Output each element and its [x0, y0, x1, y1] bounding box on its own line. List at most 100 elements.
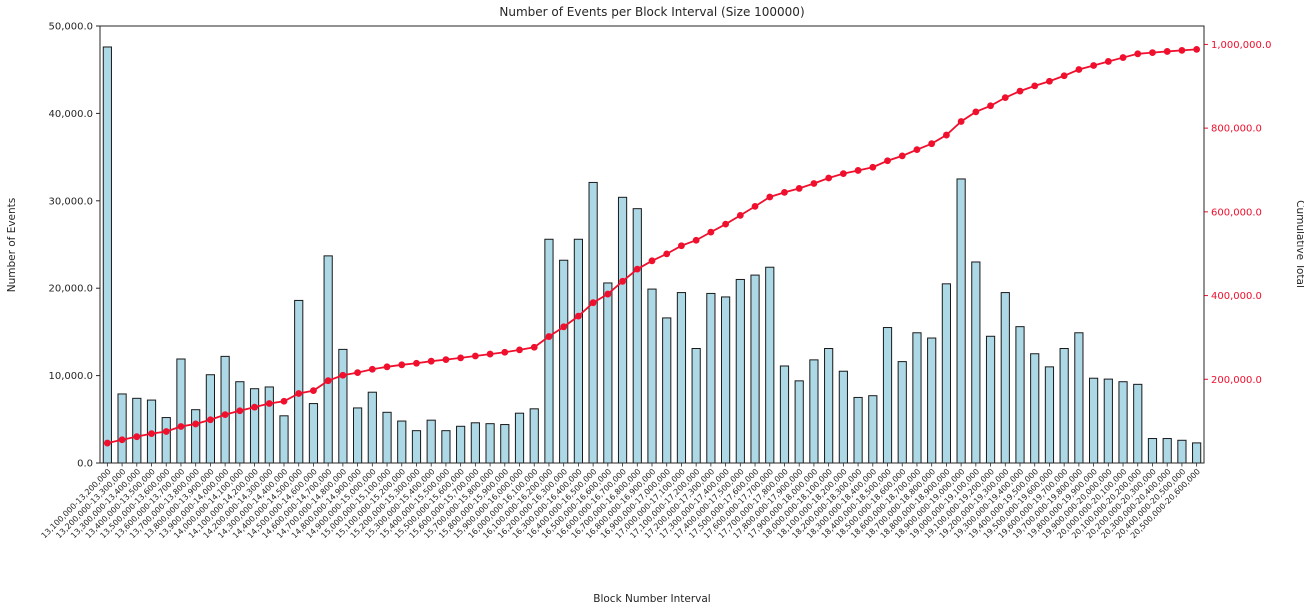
event-count-bar	[691, 348, 701, 464]
event-count-bar	[632, 208, 642, 464]
event-count-bar	[382, 411, 392, 464]
cumulative-point	[471, 352, 479, 360]
plot-area: 0.0 10,000.0 20,000.0 30,000.0 40,000.0 50,00…	[40, 22, 1272, 541]
event-count-bar	[676, 292, 687, 464]
y-right-tick-label: 600,000.0	[1211, 207, 1262, 218]
event-count-bar	[529, 408, 539, 464]
event-count-bar	[927, 337, 937, 464]
cumulative-point	[1134, 50, 1142, 58]
event-count-bar	[117, 393, 127, 464]
cumulative-point	[383, 363, 391, 371]
cumulative-point	[1104, 58, 1112, 65]
cumulative-point	[1178, 46, 1186, 54]
cumulative-point	[516, 346, 523, 354]
cumulative-point	[604, 290, 612, 298]
event-count-bar	[1015, 326, 1025, 464]
y-left-tick-label: 0.0	[77, 459, 93, 470]
cumulative-point	[560, 323, 568, 331]
cumulative-point	[545, 333, 553, 340]
event-count-bar	[559, 259, 569, 464]
axes-frame	[99, 25, 1205, 464]
cumulative-point	[707, 228, 715, 236]
event-count-bar	[294, 299, 304, 464]
cumulative-point	[486, 350, 494, 358]
y-right-tick-label: 400,000.0	[1211, 291, 1262, 302]
cumulative-point	[457, 354, 465, 362]
event-count-bar	[882, 327, 893, 464]
event-count-bar	[249, 388, 260, 464]
event-count-bar	[573, 238, 583, 464]
event-count-bar	[441, 430, 451, 464]
cumulative-point	[251, 403, 258, 411]
cumulative-point	[648, 257, 656, 265]
event-count-bar	[809, 359, 819, 464]
cumulative-point	[265, 400, 273, 407]
cumulative-point	[177, 423, 185, 430]
cumulative-point	[339, 371, 347, 379]
cumulative-point	[692, 236, 700, 244]
cumulative-point	[913, 146, 921, 154]
cumulative-point	[1119, 54, 1127, 61]
cumulative-point	[736, 211, 744, 219]
y-axis-label-right: Cumulative Total	[1294, 200, 1304, 288]
event-count-bar	[397, 420, 407, 464]
y-left-tick-label: 30,000.0	[48, 196, 93, 207]
cumulative-point	[1193, 45, 1201, 53]
cumulative-point	[825, 174, 833, 182]
cumulative-point	[103, 439, 111, 447]
cumulative-point	[633, 265, 641, 273]
cumulative-point	[368, 365, 376, 373]
cumulative-point	[1163, 48, 1171, 55]
event-count-bar	[1133, 383, 1143, 464]
event-count-bar	[1118, 381, 1128, 464]
event-count-bar	[838, 370, 848, 464]
cumulative-point	[427, 357, 435, 365]
cumulative-point	[236, 407, 244, 415]
cumulative-point	[133, 433, 141, 441]
cumulative-point	[1016, 87, 1024, 95]
cumulative-point	[943, 131, 950, 139]
event-count-bar	[1030, 353, 1040, 464]
cumulative-point	[1046, 77, 1053, 85]
event-count-bar	[132, 397, 142, 464]
event-count-bar	[191, 409, 201, 464]
event-count-bar	[308, 403, 319, 464]
cumulative-point	[354, 369, 361, 377]
cumulative-point	[663, 250, 671, 258]
event-count-bar	[1192, 442, 1202, 464]
cumulative-point	[987, 102, 994, 110]
y-right-tick-label: 800,000.0	[1211, 124, 1262, 135]
event-count-bar	[853, 396, 863, 464]
event-count-bar	[912, 332, 922, 464]
cumulative-point	[972, 108, 980, 116]
event-count-bar	[470, 422, 480, 464]
cumulative-point	[192, 420, 200, 428]
cumulative-point	[207, 416, 214, 424]
event-count-bar	[500, 424, 510, 464]
cumulative-point	[751, 202, 759, 210]
event-count-bar	[588, 181, 598, 464]
event-count-bar	[1044, 366, 1055, 464]
cumulative-point	[854, 167, 862, 174]
event-count-bar	[279, 415, 289, 464]
cumulative-point	[839, 170, 847, 177]
event-count-bar	[794, 380, 804, 464]
event-count-bar	[367, 391, 377, 464]
y-left-tick-label: 50,000.0	[48, 22, 93, 33]
chart-title: Number of Events per Block Interval (Siz…	[499, 5, 804, 19]
cumulative-point	[442, 356, 450, 364]
event-count-bar	[1177, 439, 1187, 464]
cumulative-point	[1090, 62, 1097, 69]
cumulative-point	[810, 180, 818, 187]
event-count-bar	[765, 266, 775, 464]
event-count-bar	[824, 348, 834, 464]
event-count-bar	[411, 430, 422, 464]
cumulative-point	[678, 242, 685, 250]
event-count-bar	[514, 412, 525, 464]
cumulative-point	[884, 157, 891, 165]
event-count-bar	[1000, 292, 1010, 464]
cumulative-point	[766, 193, 774, 201]
event-count-bar	[1089, 377, 1099, 464]
cumulative-point	[898, 152, 906, 160]
